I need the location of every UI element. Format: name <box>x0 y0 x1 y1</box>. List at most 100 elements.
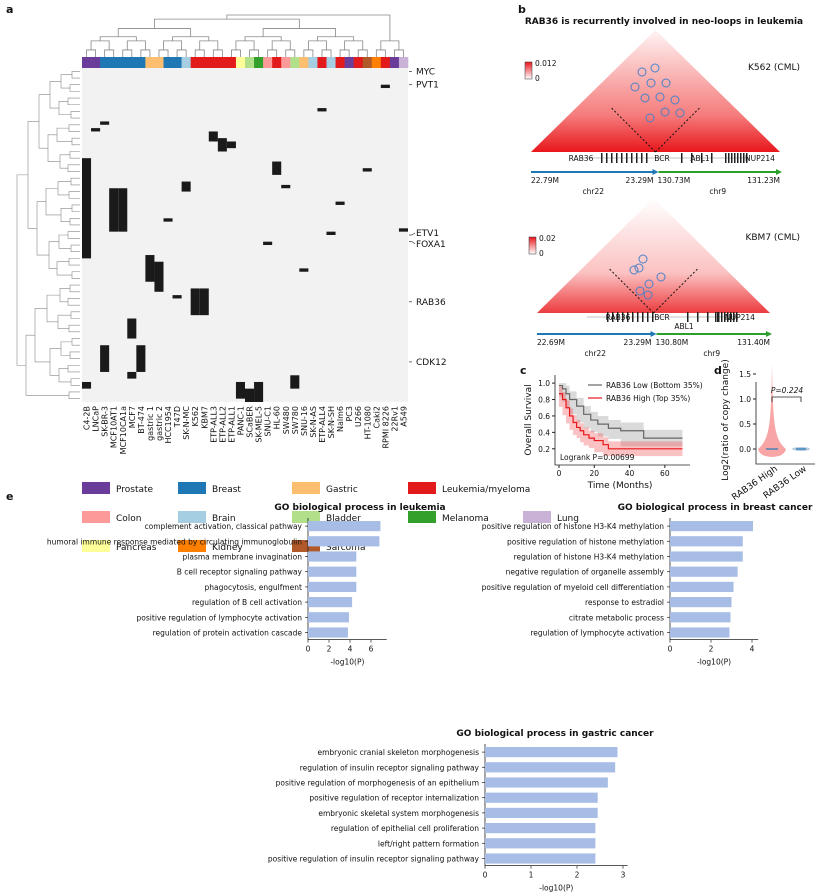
row-dendrogram-branch <box>48 241 59 269</box>
neoloop-circle <box>660 107 670 117</box>
low-ci-band <box>559 383 683 447</box>
row-dendrogram-branch <box>47 134 60 162</box>
exon-mark <box>652 312 654 322</box>
logrank-pvalue: Logrank P=0.00699 <box>560 453 635 462</box>
row-dendrogram-branch <box>58 368 71 383</box>
column-dendrogram-branch <box>117 28 192 37</box>
neoloop-circle <box>629 265 639 275</box>
neoloop-circle <box>644 279 654 289</box>
sample-label: LNCaP <box>92 406 101 432</box>
go-bar <box>485 792 598 803</box>
heatmap-neoloop-block <box>127 318 137 339</box>
legend-label: Kidney <box>212 543 243 553</box>
x-tick-label: 0 <box>306 645 311 654</box>
legend-swatch-pancreas <box>82 540 110 552</box>
exon-mark <box>740 153 742 163</box>
survival-panel: 0.2 0.4 0.6 0.8 1.0 0 20 40 60 RAB36 Low (Bottom … <box>524 375 703 491</box>
x-axis-label: -log10(P) <box>539 884 573 893</box>
tissue-color-cell <box>317 57 327 68</box>
sample-label: HT-1080 <box>363 406 372 439</box>
sample-label: C4-2B <box>83 406 92 430</box>
gene-name: ABL1 <box>674 322 693 331</box>
exon-mark <box>687 312 689 322</box>
column-dendrogram-branch <box>199 40 219 50</box>
heatmap-neoloop-block <box>109 188 119 232</box>
legend-label: Gastric <box>326 485 358 495</box>
legend-label: Leukemia/myeloma <box>442 485 530 495</box>
go-term-label: plasma membrane invagination <box>183 553 303 562</box>
heatmap-neoloop-block <box>118 188 128 232</box>
tissue-color-cell <box>398 57 409 68</box>
heatmap-neoloop-block <box>100 345 110 372</box>
heatmap-neoloop-block <box>299 268 309 272</box>
sample-label: MCF7 <box>128 406 137 428</box>
x-tick-label: 4 <box>750 645 755 654</box>
exon-mark <box>632 312 634 322</box>
exon-mark <box>727 312 729 322</box>
x-tick-label: 6 <box>369 645 374 654</box>
column-dendrogram-branch <box>394 49 404 57</box>
coord-label: 22.69M <box>537 338 565 347</box>
row-dendrogram-branch <box>68 324 80 333</box>
neoloop-circle <box>646 78 656 88</box>
sample-label: BT-474 <box>137 406 146 434</box>
row-dendrogram-branch <box>68 258 80 266</box>
exon-mark <box>734 153 736 163</box>
column-dendrogram-branch <box>99 36 137 41</box>
legend-swatch-colon <box>82 511 110 523</box>
sample-label: SK-BR-3 <box>101 406 110 437</box>
row-dendrogram-branch <box>60 207 72 222</box>
heatmap-neoloop-block <box>91 128 101 132</box>
tissue-color-cell <box>299 57 309 68</box>
sample-label: K562 <box>191 406 200 427</box>
row-dendrogram-branch <box>36 201 49 256</box>
neoloop-circle <box>634 263 644 273</box>
exon-mark <box>641 153 643 163</box>
chr22-arrowhead <box>652 169 659 175</box>
column-dendrogram-branch <box>231 49 241 57</box>
high-ci-band <box>559 386 683 457</box>
row-dendrogram-branch <box>70 177 80 186</box>
heatmap-neoloop-block <box>290 375 300 389</box>
exon-mark <box>611 153 613 163</box>
go-term-label: positive regulation of histone H3-K4 met… <box>482 522 664 531</box>
chart-title: GO biological process in breast cancer <box>618 503 813 513</box>
go-term-label: embryonic cranial skeleton morphogenesis <box>317 748 479 757</box>
column-dendrogram-branch <box>126 40 146 50</box>
colorscale-bar <box>524 61 533 80</box>
go-term-label: negative regulation of organelle assembl… <box>506 568 665 577</box>
heatmap-neoloop-block <box>181 181 191 192</box>
legend-label: Prostate <box>116 485 154 495</box>
exon-mark <box>647 312 649 322</box>
exon-mark <box>731 153 733 163</box>
legend-swatch-kidney <box>178 540 206 552</box>
row-dendrogram-branch <box>71 71 80 79</box>
x-tick-label: 0 <box>483 871 488 880</box>
row-dendrogram-branch <box>67 298 80 306</box>
heatmap-neoloop-block <box>136 345 146 372</box>
hic-panel: 0.012 0 K562 (CML) RAB36 BCR ABL1 NUP214 22.79M… <box>524 30 800 358</box>
heatmap-neoloop-block <box>235 381 245 399</box>
high-survival-curve <box>559 393 683 450</box>
y-tick-label: 1.0 <box>739 395 751 404</box>
hic-title: RAB36 is recurrently involved in neo-loo… <box>525 17 803 27</box>
row-dendrogram-branch <box>69 284 80 293</box>
column-dendrogram-branch <box>176 49 187 57</box>
exon-mark <box>616 153 618 163</box>
sample-label: HL-60 <box>273 406 282 429</box>
y-tick-label: 1.5 <box>739 370 751 379</box>
heatmap-neoloop-block <box>362 168 372 172</box>
translocation-boundary-line <box>655 106 701 153</box>
column-dendrogram-branch <box>339 49 350 57</box>
coord-label: 131.40M <box>737 338 770 347</box>
sample-label: Caki2 <box>372 406 381 428</box>
neoloop-circle <box>661 78 671 88</box>
violin-axes <box>755 382 815 465</box>
row-dendrogram-branch <box>68 191 80 199</box>
exon-mark <box>621 153 623 163</box>
tissue-color-cell <box>145 57 155 68</box>
row-dendrogram-branch <box>68 391 80 399</box>
column-dendrogram-branch <box>122 49 133 57</box>
go-term-label: regulation of B cell activation <box>192 598 302 607</box>
neoloop-circle <box>643 290 653 300</box>
